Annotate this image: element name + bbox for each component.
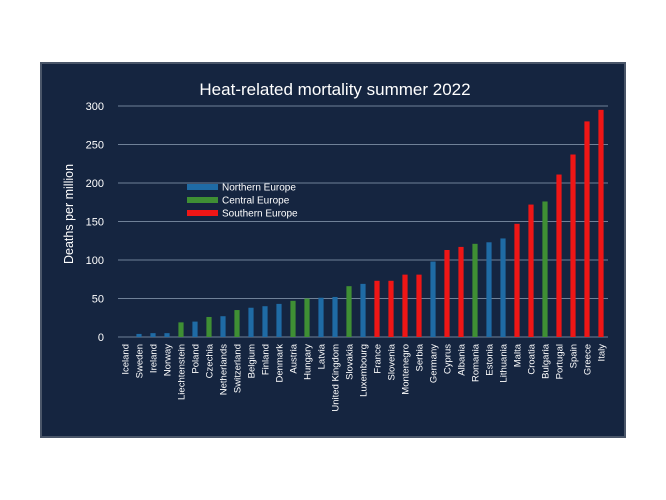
- x-tick-label: Poland: [191, 344, 202, 374]
- y-tick-label: 300: [86, 101, 104, 113]
- x-tick-label: Italy: [597, 344, 608, 362]
- bar-finland: [262, 306, 268, 337]
- x-tick-label: Slovakia: [345, 343, 356, 380]
- bar-poland: [192, 321, 198, 337]
- bar-albania: [458, 246, 464, 337]
- bar-latvia: [318, 297, 324, 337]
- y-tick-label: 50: [92, 294, 104, 306]
- bar-netherlands: [220, 316, 226, 337]
- x-tick-label: France: [373, 344, 384, 374]
- x-tick-label: Belgium: [247, 344, 258, 378]
- bar-serbia: [416, 274, 422, 337]
- x-tick-label: Croatia: [527, 343, 538, 374]
- x-tick-label: Slovenia: [387, 343, 398, 380]
- bar-france: [374, 280, 380, 337]
- x-tick-label: Netherlands: [219, 344, 230, 395]
- x-tick-label: Switzerland: [233, 344, 244, 393]
- bars: [136, 109, 604, 338]
- x-tick-label: Austria: [289, 343, 300, 373]
- x-tick-label: Romania: [471, 343, 482, 382]
- x-axis-ticks: Iceland Sweden Ireland Norway Liechtenstein P…: [121, 343, 608, 411]
- x-tick-label: Norway: [163, 344, 174, 376]
- x-tick-label: Germany: [429, 344, 440, 383]
- bar-switzerland: [234, 310, 240, 337]
- x-tick-label: Latvia: [317, 343, 328, 369]
- x-tick-label: Cyprus: [443, 344, 454, 374]
- x-tick-label: Luxembourg: [359, 344, 370, 397]
- bar-cyprus: [444, 249, 450, 337]
- y-tick-label: 0: [98, 332, 104, 344]
- y-tick-label: 250: [86, 140, 104, 152]
- x-tick-label: Sweden: [135, 344, 146, 378]
- legend-swatch: [187, 210, 218, 216]
- bar-montenegro: [402, 274, 408, 337]
- x-tick-label: Portugal: [555, 344, 566, 379]
- legend-label: Northern Europe: [222, 183, 296, 194]
- bar-united-kingdom: [332, 296, 338, 337]
- x-tick-label: Denmark: [275, 344, 286, 383]
- bar-bulgaria: [542, 201, 548, 337]
- bar-czechia: [206, 316, 212, 337]
- x-tick-label: Estonia: [485, 343, 496, 375]
- x-tick-label: Czechia: [205, 343, 216, 378]
- bar-belgium: [248, 307, 254, 337]
- x-tick-label: Spain: [569, 344, 580, 368]
- bar-liechtenstein: [178, 322, 184, 337]
- x-tick-label: Liechtenstein: [177, 344, 188, 400]
- bar-slovakia: [346, 286, 352, 337]
- x-tick-label: Finland: [261, 344, 272, 375]
- chart-frame: Heat-related mortality summer 2022 Death…: [40, 62, 626, 438]
- legend: Northern Europe Central Europe Southern Eu…: [187, 183, 298, 220]
- x-tick-label: Lithuania: [499, 343, 510, 382]
- bar-portugal: [556, 174, 562, 337]
- bar-austria: [290, 300, 296, 337]
- x-tick-label: Albania: [457, 343, 468, 375]
- x-tick-label: United Kingdom: [331, 344, 342, 412]
- bar-greece: [584, 121, 590, 338]
- x-tick-label: Iceland: [121, 344, 132, 375]
- bar-lithuania: [500, 238, 506, 337]
- x-tick-label: Montenegro: [401, 344, 412, 395]
- bar-germany: [430, 261, 436, 337]
- x-tick-label: Ireland: [149, 344, 160, 373]
- bar-italy: [598, 109, 604, 337]
- y-tick-label: 150: [86, 217, 104, 229]
- x-tick-label: Greece: [583, 344, 594, 375]
- y-tick-label: 200: [86, 178, 104, 190]
- legend-label: Central Europe: [222, 196, 290, 207]
- bar-hungary: [304, 298, 310, 337]
- x-tick-label: Hungary: [303, 344, 314, 380]
- x-tick-label: Serbia: [415, 343, 426, 371]
- chart-title: Heat-related mortality summer 2022: [199, 80, 470, 99]
- bar-estonia: [486, 242, 492, 337]
- y-tick-label: 100: [86, 255, 104, 267]
- chart-canvas: Heat-related mortality summer 2022 Death…: [62, 80, 608, 412]
- bar-croatia: [528, 204, 534, 337]
- bar-malta: [514, 223, 520, 337]
- gridlines: [118, 105, 608, 338]
- bar-sweden: [136, 333, 142, 337]
- legend-label: Southern Europe: [222, 209, 298, 220]
- bar-denmark: [276, 303, 282, 337]
- legend-swatch: [187, 197, 218, 203]
- x-tick-label: Malta: [513, 343, 524, 367]
- bar-ireland: [150, 333, 156, 337]
- bar-spain: [570, 154, 576, 337]
- bar-luxembourg: [360, 283, 366, 337]
- y-axis-label: Deaths per million: [62, 164, 76, 264]
- bar-slovenia: [388, 280, 394, 337]
- x-tick-label: Bulgaria: [541, 343, 552, 379]
- legend-swatch: [187, 184, 218, 190]
- bar-romania: [472, 243, 478, 337]
- y-axis-ticks: 0 50 100 150 200 250 300: [86, 101, 104, 344]
- bar-norway: [164, 333, 170, 337]
